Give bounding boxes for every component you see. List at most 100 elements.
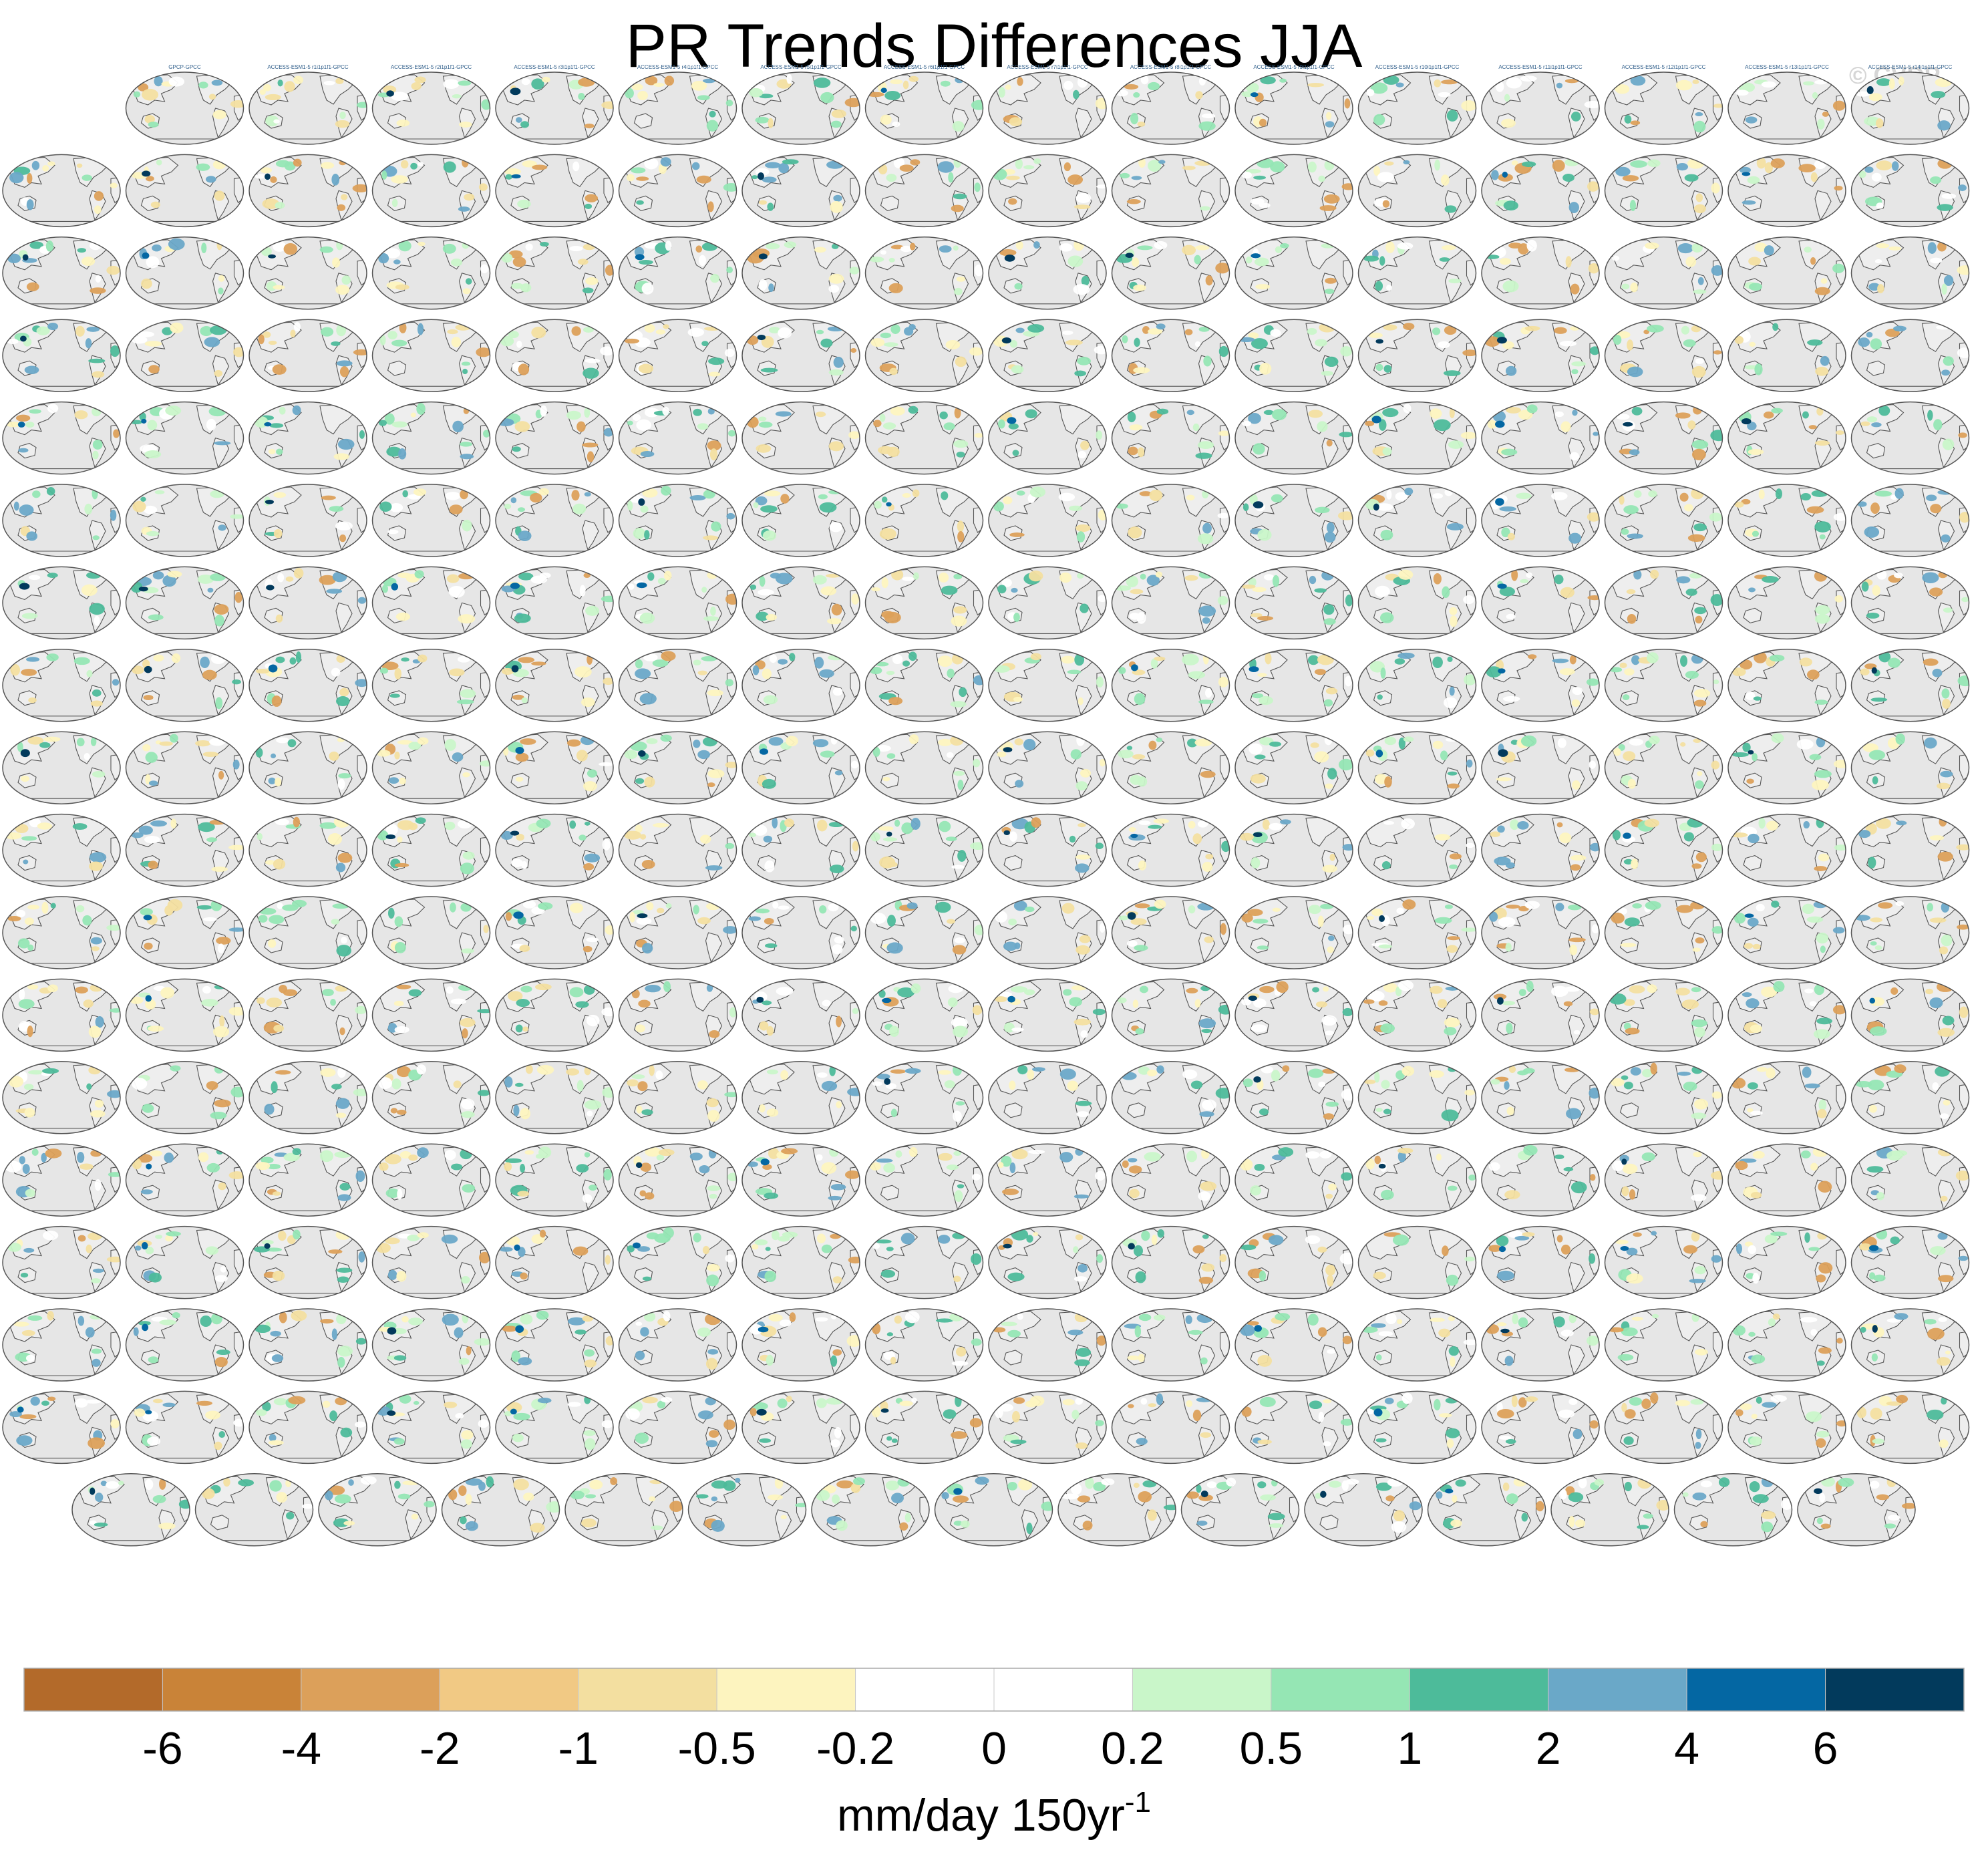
colorbar-tick-label: 6	[1813, 1723, 1838, 1774]
colorbar-box	[439, 1668, 579, 1712]
globe-map-panel	[2, 813, 121, 887]
colorbar-tick-label: -2	[420, 1723, 460, 1774]
globe-map-panel	[618, 1308, 737, 1382]
globe-map-panel: ACCESS-ESM1-5 r4i1p1f1-GPCC	[618, 64, 737, 145]
globe-map-panel	[1111, 649, 1230, 722]
globe-map-panel	[1481, 1061, 1600, 1134]
globe-map-panel	[248, 154, 367, 228]
globe-map-panel	[495, 1390, 614, 1464]
globe-map-panel	[1234, 649, 1353, 722]
globe-map-panel	[125, 484, 244, 557]
colorbar-tick-label: 2	[1536, 1723, 1561, 1774]
globe-map-panel: ACCESS-ESM1-5 r12i1p1f1-GPCC	[1604, 64, 1723, 145]
globe-map-panel	[125, 319, 244, 392]
globe-map-panel	[1604, 1308, 1723, 1382]
colorbar-tick-label: -4	[281, 1723, 321, 1774]
globe-map-panel	[2, 319, 121, 392]
panel-title: ACCESS-ESM1-5 r1i1p1f1-GPCC	[267, 64, 349, 70]
globe-map-panel	[125, 1390, 244, 1464]
globe-map-panel	[1357, 731, 1477, 804]
globe-map-panel	[1357, 566, 1477, 640]
globe-map-panel	[1850, 813, 1970, 887]
globe-map-panel	[988, 484, 1107, 557]
globe-map-panel	[1234, 1308, 1353, 1382]
colorbar-box	[162, 1668, 302, 1712]
colorbar-unit-main: mm/day 150yr	[837, 1790, 1125, 1841]
globe-map-panel	[618, 319, 737, 392]
globe-map-panel	[371, 237, 491, 310]
globe-map-panel	[248, 1308, 367, 1382]
globe-map-panel	[618, 896, 737, 969]
globe-map-panel	[125, 566, 244, 640]
globe-map-panel: ACCESS-ESM1-5 r14i1p1f1-GPCC	[1850, 64, 1970, 145]
globe-map-panel	[1850, 1143, 1970, 1217]
globe-map-panel	[125, 1225, 244, 1299]
panel-title: ACCESS-ESM1-5 r9i1p1f1-GPCC	[1253, 64, 1335, 70]
globe-map-panel	[618, 813, 737, 887]
globe-map-panel	[988, 731, 1107, 804]
colorbar-box	[1825, 1668, 1965, 1712]
globe-map-panel	[1111, 896, 1230, 969]
globe-map-panel	[741, 154, 860, 228]
globe-map-panel	[1604, 731, 1723, 804]
globe-map-panel	[1604, 1143, 1723, 1217]
globe-map-panel	[1727, 731, 1846, 804]
globe-map-panel	[988, 319, 1107, 392]
globe-map-panel	[2, 154, 121, 228]
globe-map-panel	[741, 319, 860, 392]
globe-map-panel	[864, 1143, 984, 1217]
globe-map-panel	[1357, 813, 1477, 887]
globe-map-panel	[618, 1061, 737, 1134]
globe-map-panel	[2, 484, 121, 557]
globe-map-panel	[1357, 154, 1477, 228]
globe-map-panel	[618, 154, 737, 228]
globe-map-panel	[1481, 731, 1600, 804]
globe-map-panel	[864, 1061, 984, 1134]
colorbar-box	[1548, 1668, 1687, 1712]
globe-map-panel	[495, 319, 614, 392]
globe-map-panel	[988, 1225, 1107, 1299]
panel-title: ACCESS-ESM1-5 r10i1p1f1-GPCC	[1375, 64, 1460, 70]
globe-map-panel	[988, 896, 1107, 969]
globe-map-panel	[495, 1225, 614, 1299]
colorbar-box	[578, 1668, 717, 1712]
globe-map-panel	[1727, 237, 1846, 310]
globe-map-panel	[1427, 1473, 1546, 1547]
globe-map-panel	[618, 1390, 737, 1464]
globe-map-panel	[1727, 484, 1846, 557]
globe-map-panel	[495, 978, 614, 1052]
globe-map-panel	[1727, 1225, 1846, 1299]
globe-map-panel	[864, 154, 984, 228]
globe-map-panel	[248, 484, 367, 557]
globe-map-panel	[248, 1143, 367, 1217]
colorbar-box	[23, 1668, 163, 1712]
globe-map-panel	[371, 1143, 491, 1217]
globe-map-panel	[248, 731, 367, 804]
globe-map-panel	[988, 1390, 1107, 1464]
globe-map-panel	[371, 566, 491, 640]
globe-map-panel	[1604, 154, 1723, 228]
globe-map-panel	[125, 978, 244, 1052]
globe-map-panel	[934, 1473, 1053, 1547]
globe-map-panel	[1057, 1473, 1176, 1547]
map-grid: GPCP-GPCC ACCESS-ESM1-5 r1i1p1f1-GPCC ACCE…	[2, 64, 1970, 1547]
globe-map-panel	[1850, 1225, 1970, 1299]
globe-map-panel	[741, 1143, 860, 1217]
globe-map-panel	[1111, 1061, 1230, 1134]
globe-map-panel	[2, 896, 121, 969]
globe-map-panel	[864, 896, 984, 969]
globe-map-panel: ACCESS-ESM1-5 r9i1p1f1-GPCC	[1234, 64, 1353, 145]
globe-map-panel	[988, 1143, 1107, 1217]
globe-map-panel	[741, 566, 860, 640]
globe-map-panel	[125, 731, 244, 804]
globe-map-panel	[988, 813, 1107, 887]
globe-map-panel	[1481, 813, 1600, 887]
panel-title: GPCP-GPCC	[168, 64, 201, 70]
globe-map-panel	[71, 1473, 190, 1547]
colorbar-box	[993, 1668, 1133, 1712]
globe-map-panel	[1604, 896, 1723, 969]
globe-map-panel	[1604, 319, 1723, 392]
globe-map-panel	[495, 731, 614, 804]
globe-map-panel	[248, 566, 367, 640]
globe-map-panel	[741, 484, 860, 557]
